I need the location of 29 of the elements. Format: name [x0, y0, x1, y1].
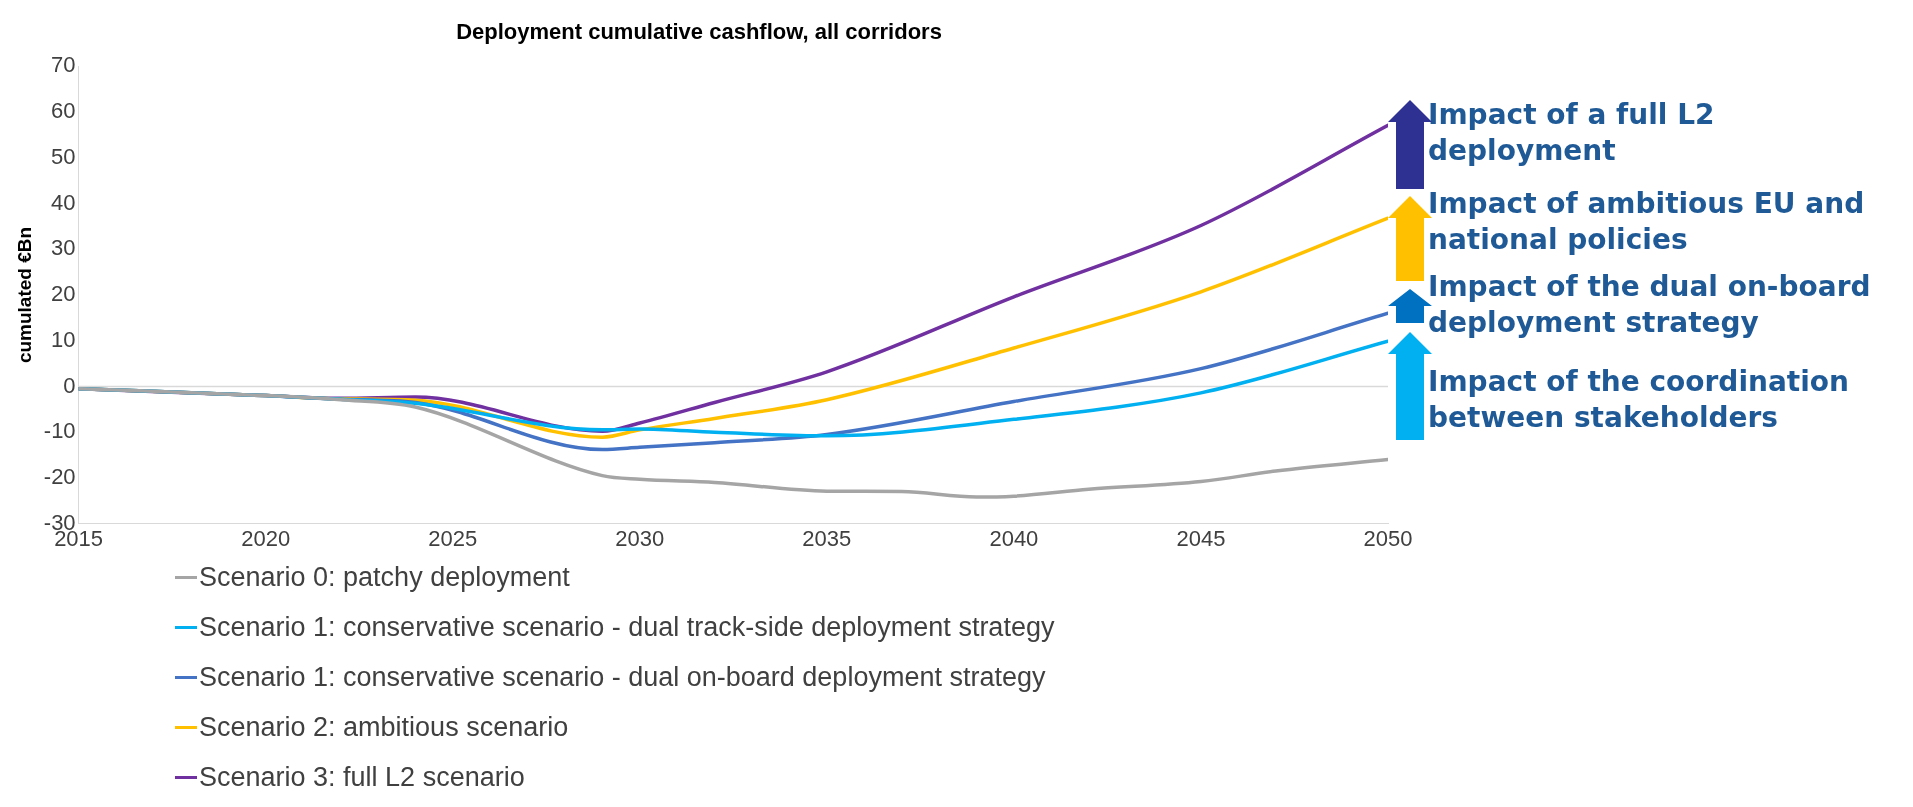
text: Impact of the dual on-board deployment strategy: [1428, 269, 1872, 341]
x-tick-label: 2050: [1363, 525, 1413, 551]
text: Impact of the coordination between stakeholders: [1428, 364, 1850, 436]
x-tick-label: 2020: [241, 525, 291, 551]
x-tick-label: 2045: [1176, 525, 1226, 551]
legend-label: Scenario 2: ambitious scenario: [199, 711, 569, 743]
chart-title: Deployment cumulative cashflow, all corridors: [456, 19, 942, 45]
legend-label: Scenario 0: patchy deployment: [199, 561, 570, 593]
legend-label: Scenario 3: full L2 scenario: [199, 761, 525, 793]
y-tick-label: -10: [43, 418, 76, 444]
y-tick-label: 70: [51, 52, 76, 78]
y-tick-label: 40: [51, 189, 76, 215]
legend-label: Scenario 1: conservative scenario - dual on-board deployment strategy: [199, 661, 1046, 693]
text: Impact of ambitious EU and national policies: [1428, 186, 1866, 258]
x-tick-label: 2035: [802, 525, 852, 551]
x-tick-label: 2025: [428, 525, 478, 551]
y-axis-title: cumulated €Bn: [13, 226, 35, 364]
x-tick-label: 2030: [615, 525, 665, 551]
y-tick-label: 60: [51, 98, 76, 124]
line-series: [78, 386, 1388, 499]
y-tick-label: 30: [51, 235, 76, 261]
y-tick-label: 10: [51, 326, 76, 352]
text: Impact of a full L2 deployment: [1428, 97, 1716, 169]
y-tick-label: -20: [43, 463, 76, 489]
x-tick-label: 2040: [989, 525, 1039, 551]
legend-label: Scenario 1: conservative scenario - dual track-side deployment strategy: [199, 611, 1055, 643]
y-tick-label: 0: [63, 372, 76, 398]
y-tick-label: 20: [51, 281, 76, 307]
y-tick-label: 50: [51, 143, 76, 169]
